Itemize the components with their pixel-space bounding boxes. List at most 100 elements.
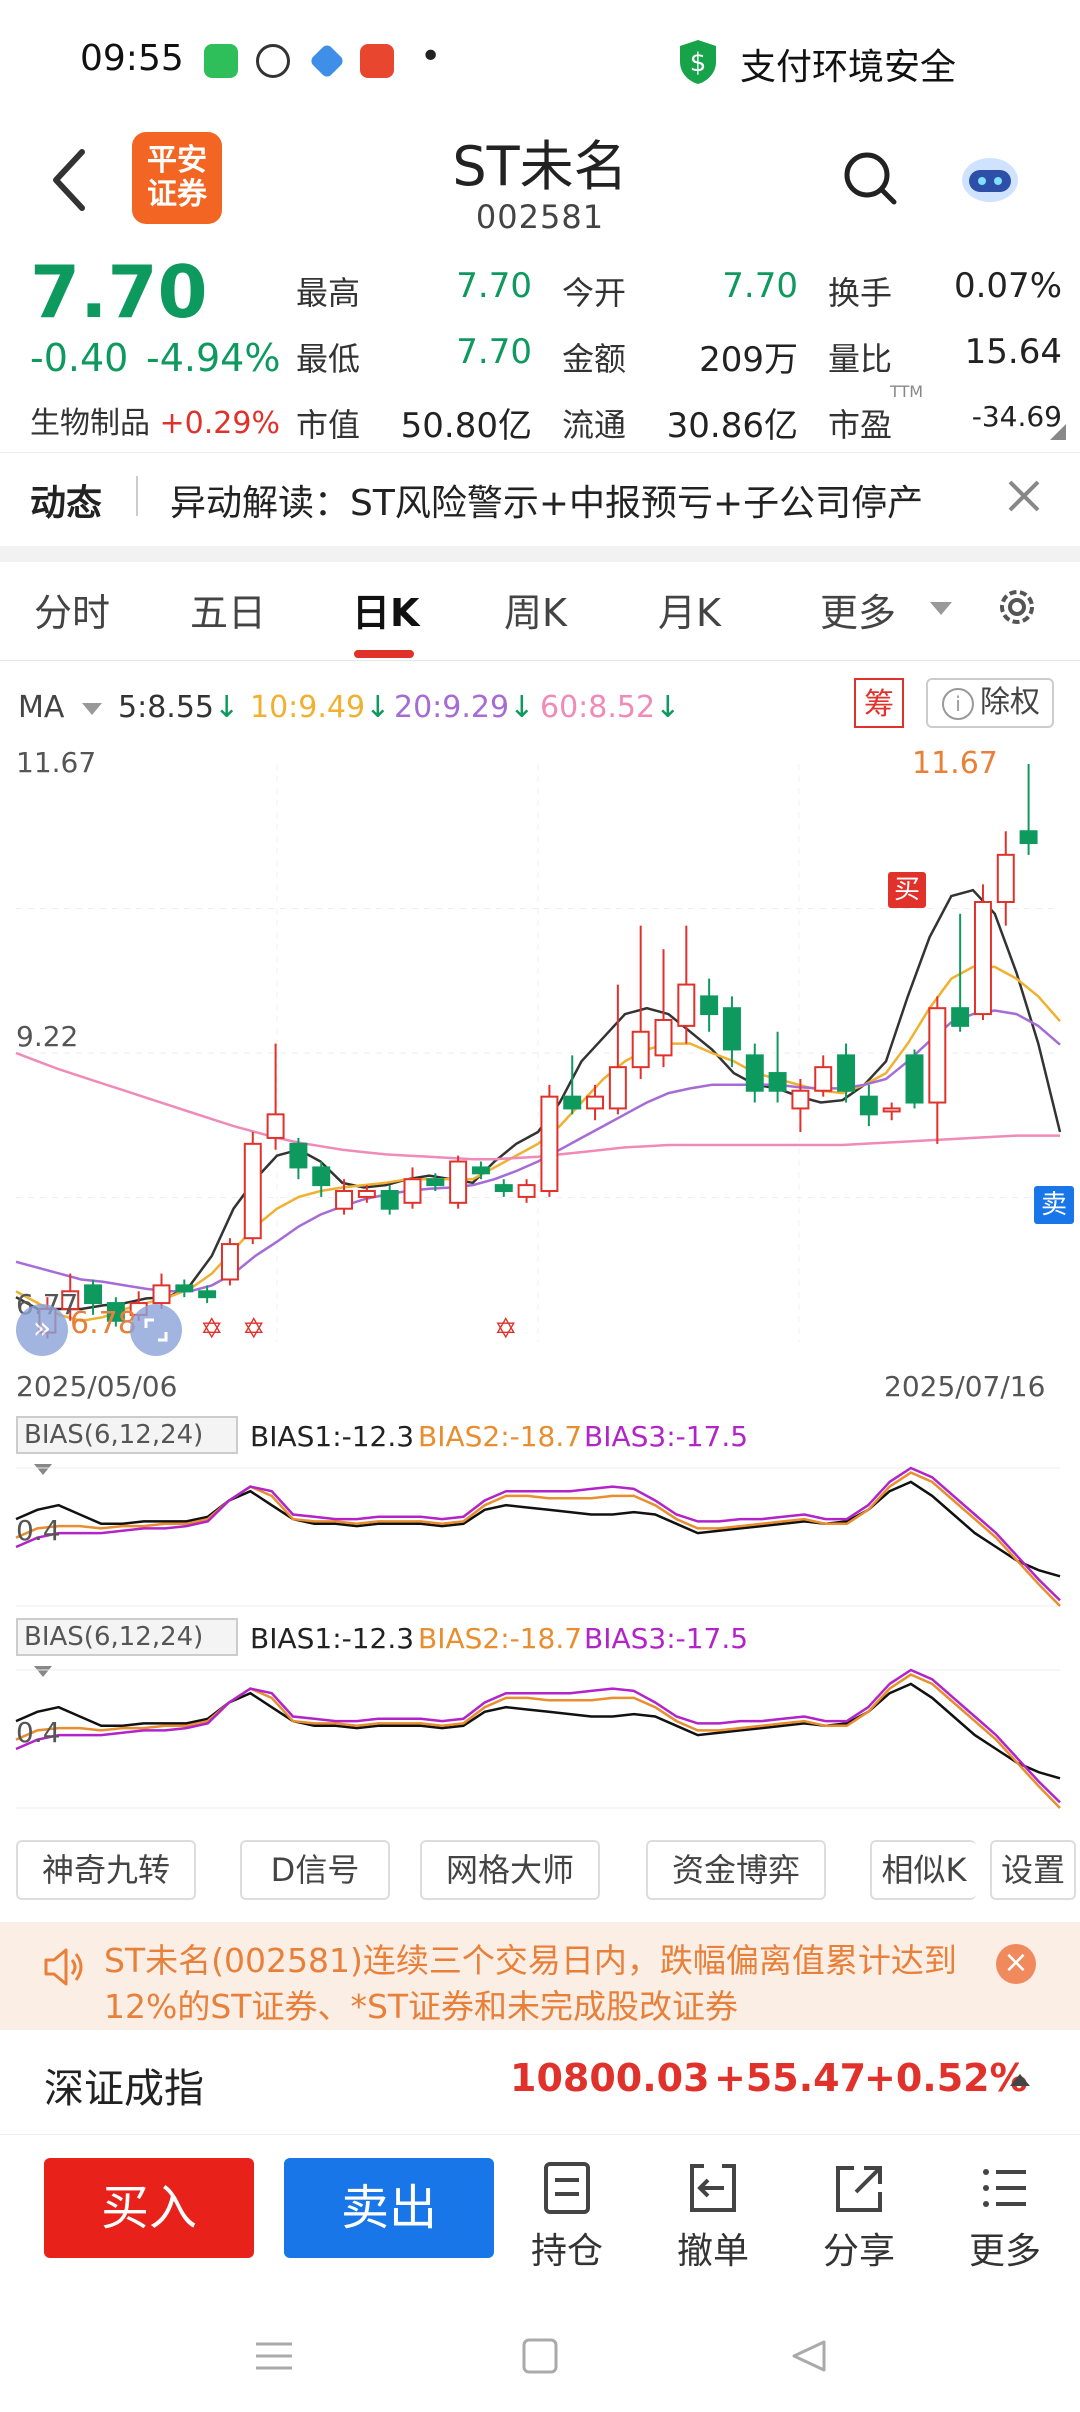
cancel-order-button[interactable]: 撤单 bbox=[658, 2160, 768, 2280]
expand-corner-icon[interactable] bbox=[1050, 424, 1066, 440]
candle-down bbox=[837, 1054, 856, 1092]
bias-chart-1[interactable] bbox=[0, 1456, 1080, 1616]
tool-d-signal[interactable]: D信号 bbox=[240, 1840, 390, 1900]
pe-ttm-tag: TTM bbox=[890, 382, 924, 401]
logo-line1: 平安 bbox=[147, 143, 207, 178]
undo-icon bbox=[690, 2164, 736, 2212]
gear-icon[interactable] bbox=[994, 584, 1040, 630]
bias-selector-2[interactable]: BIAS(6,12,24) bbox=[16, 1618, 238, 1677]
buy-button[interactable]: 买入 bbox=[44, 2158, 254, 2258]
tab-more[interactable]: 更多 bbox=[820, 591, 897, 635]
sell-button[interactable]: 卖出 bbox=[284, 2158, 494, 2258]
ma10-value: 10:9.49↓ bbox=[250, 690, 390, 725]
shield-icon: $ bbox=[680, 40, 716, 84]
event-star-icon[interactable]: ✡ bbox=[200, 1312, 224, 1345]
news-ticker[interactable] bbox=[0, 452, 1080, 545]
candle-up bbox=[608, 1066, 627, 1110]
quote-label-high: 最高 bbox=[296, 274, 361, 312]
close-icon[interactable]: × bbox=[996, 1944, 1036, 1984]
candle-down bbox=[494, 1184, 513, 1193]
candle-up bbox=[882, 1107, 901, 1113]
candle-down bbox=[175, 1284, 194, 1293]
tool-similar-k[interactable]: 相似K bbox=[870, 1840, 976, 1900]
candle-up bbox=[517, 1184, 536, 1198]
sector-name: 生物制品 bbox=[30, 406, 150, 441]
chevron-up-icon[interactable] bbox=[1010, 2074, 1030, 2086]
tool-fund-game[interactable]: 资金博弈 bbox=[646, 1840, 826, 1900]
ticker-text[interactable]: 异动解读：ST风险警示+中报预亏+子公司停产 bbox=[170, 483, 924, 524]
candle-up bbox=[996, 853, 1015, 904]
share-button[interactable]: 分享 bbox=[804, 2160, 914, 2280]
last-price: 7.70 bbox=[30, 250, 208, 334]
ma-line-ma60 bbox=[15, 1051, 1060, 1161]
chevron-down-icon bbox=[34, 1464, 52, 1475]
candle-up bbox=[152, 1284, 171, 1305]
quote-label-low: 最低 bbox=[296, 340, 361, 378]
quote-value-open: 7.70 bbox=[722, 266, 798, 306]
candle-up bbox=[677, 983, 696, 1027]
candle-up bbox=[449, 1160, 468, 1204]
robot-assistant-icon[interactable] bbox=[955, 148, 1025, 208]
notice-banner[interactable] bbox=[0, 1922, 1080, 2030]
stock-name: ST未名 bbox=[452, 135, 628, 198]
info-icon: i bbox=[942, 687, 974, 720]
candle-up bbox=[654, 1018, 673, 1057]
tab-weekly-k[interactable]: 周K bbox=[504, 591, 567, 635]
y-axis-max-label: 11.67 bbox=[16, 746, 97, 779]
tool-settings[interactable]: 设置 bbox=[990, 1840, 1076, 1900]
close-icon[interactable] bbox=[1000, 472, 1048, 520]
quote-value-low: 7.70 bbox=[456, 332, 532, 372]
candle-down bbox=[722, 1007, 741, 1051]
candle-up bbox=[928, 1007, 947, 1104]
nav-back-button[interactable] bbox=[792, 2340, 826, 2372]
share-icon bbox=[836, 2166, 882, 2212]
bias-chart-2[interactable] bbox=[0, 1658, 1080, 1818]
ma-label: MA bbox=[18, 690, 65, 725]
bias-line-bias2 bbox=[15, 1673, 1061, 1809]
fullscreen-button[interactable] bbox=[130, 1304, 182, 1356]
back-button[interactable] bbox=[40, 140, 100, 220]
index-bar[interactable] bbox=[0, 2030, 1080, 2135]
expand-left-button[interactable]: » bbox=[16, 1304, 68, 1356]
quote-value-turnover: 0.07% bbox=[953, 266, 1062, 306]
sector-info[interactable]: 生物制品 +0.29% bbox=[30, 398, 280, 442]
quote-label-float-cap: 流通 bbox=[562, 406, 627, 444]
quote-value-pe: -34.69 bbox=[971, 400, 1062, 433]
x-axis-start-date: 2025/05/06 bbox=[16, 1370, 178, 1403]
chevron-down-icon[interactable] bbox=[930, 602, 952, 615]
candle-down bbox=[700, 995, 719, 1016]
bias-line-bias3 bbox=[15, 1466, 1061, 1602]
more-button[interactable]: 更多 bbox=[950, 2160, 1060, 2280]
quote-value-market-cap: 50.80亿 bbox=[400, 406, 532, 446]
tab-intraday[interactable]: 分时 bbox=[34, 591, 111, 635]
event-star-icon[interactable]: ✡ bbox=[494, 1312, 518, 1345]
logo-line2: 证券 bbox=[147, 177, 207, 212]
tool-magic-nine[interactable]: 神奇九转 bbox=[16, 1840, 196, 1900]
bias-selector-1[interactable]: BIAS(6,12,24) bbox=[16, 1416, 238, 1475]
tab-daily-k[interactable]: 日K bbox=[352, 591, 420, 635]
tool-grid-master[interactable]: 网格大师 bbox=[420, 1840, 600, 1900]
candle-down bbox=[768, 1072, 787, 1092]
bias3-value: BIAS3:-17.5 bbox=[584, 1622, 749, 1655]
cancel-order-label: 撤单 bbox=[676, 2231, 749, 2272]
svg-text:$: $ bbox=[690, 48, 707, 78]
position-label: 持仓 bbox=[530, 2231, 603, 2272]
nav-menu-button[interactable] bbox=[256, 2342, 292, 2370]
chevron-down-icon bbox=[34, 1666, 52, 1677]
nav-home-button[interactable] bbox=[522, 2338, 558, 2374]
message-icon bbox=[204, 44, 238, 78]
candle-down bbox=[905, 1054, 924, 1104]
candlestick-chart[interactable] bbox=[0, 736, 1080, 1356]
chip-distribution-button[interactable]: 筹 bbox=[854, 678, 904, 728]
ma-selector[interactable]: MA bbox=[18, 690, 102, 725]
event-star-icon[interactable]: ✡ bbox=[242, 1312, 266, 1345]
tab-five-day[interactable]: 五日 bbox=[190, 591, 267, 635]
search-icon[interactable] bbox=[840, 148, 900, 208]
system-nav-bar bbox=[256, 2338, 826, 2374]
tab-monthly-k[interactable]: 月K bbox=[658, 591, 721, 635]
ma10-text: 10:9.49 bbox=[250, 690, 366, 725]
ex-rights-button[interactable]: i 除权 bbox=[926, 678, 1054, 728]
position-button[interactable]: 持仓 bbox=[512, 2160, 622, 2280]
down-arrow-icon: ↓ bbox=[655, 690, 681, 725]
candle-up bbox=[814, 1066, 833, 1092]
